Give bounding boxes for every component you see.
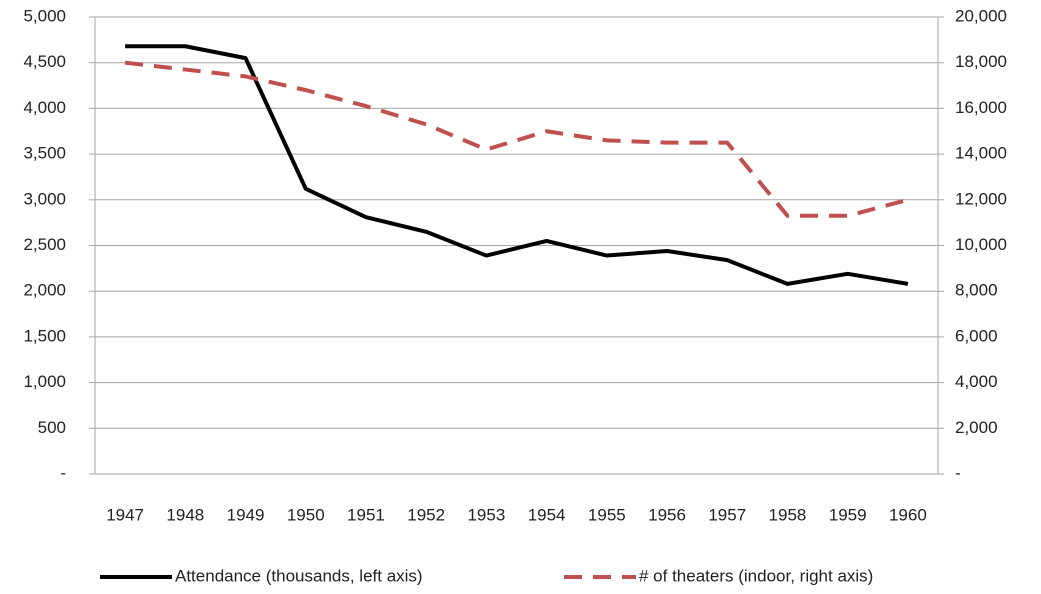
- y-tick-label: 1,000: [23, 372, 66, 391]
- x-tick-label: 1954: [528, 505, 566, 524]
- y-tick-label: 4,000: [23, 98, 66, 117]
- x-tick-label: 1947: [106, 505, 144, 524]
- x-tick-label: 1949: [227, 505, 265, 524]
- y2-tick-label: 16,000: [955, 98, 1007, 117]
- x-tick-label: 1960: [889, 505, 927, 524]
- y2-tick-label: 2,000: [955, 418, 998, 437]
- y-tick-label: -: [60, 463, 66, 482]
- y2-tick-label: 14,000: [955, 144, 1007, 163]
- y2-tick-label: -: [955, 463, 961, 482]
- y2-tick-label: 10,000: [955, 235, 1007, 254]
- series-line: [124, 60, 909, 218]
- y2-tick-label: 4,000: [955, 372, 998, 391]
- y-tick-label: 3,500: [23, 144, 66, 163]
- x-tick-label: 1957: [708, 505, 746, 524]
- y2-tick-label: 20,000: [955, 6, 1007, 25]
- x-tick-label: 1951: [347, 505, 385, 524]
- y-tick-label: 500: [38, 418, 66, 437]
- series-line: [125, 44, 909, 286]
- y2-tick-label: 12,000: [955, 189, 1007, 208]
- x-tick-label: 1950: [287, 505, 325, 524]
- legend-label: # of theaters (indoor, right axis): [639, 566, 873, 585]
- x-tick-label: 1952: [407, 505, 445, 524]
- y-tick-label: 4,500: [23, 52, 66, 71]
- x-tick-label: 1948: [166, 505, 204, 524]
- legend-label: Attendance (thousands, left axis): [175, 566, 423, 585]
- x-tick-label: 1953: [467, 505, 505, 524]
- x-tick-label: 1959: [829, 505, 867, 524]
- y2-tick-label: 18,000: [955, 52, 1007, 71]
- y2-tick-label: 6,000: [955, 326, 998, 345]
- y-tick-label: 3,000: [23, 189, 66, 208]
- y-tick-label: 2,000: [23, 281, 66, 300]
- x-tick-label: 1955: [588, 505, 626, 524]
- y2-tick-label: 8,000: [955, 281, 998, 300]
- x-tick-label: 1956: [648, 505, 686, 524]
- y-tick-label: 1,500: [23, 326, 66, 345]
- y-tick-label: 5,000: [23, 6, 66, 25]
- y-tick-label: 2,500: [23, 235, 66, 254]
- x-tick-label: 1958: [769, 505, 807, 524]
